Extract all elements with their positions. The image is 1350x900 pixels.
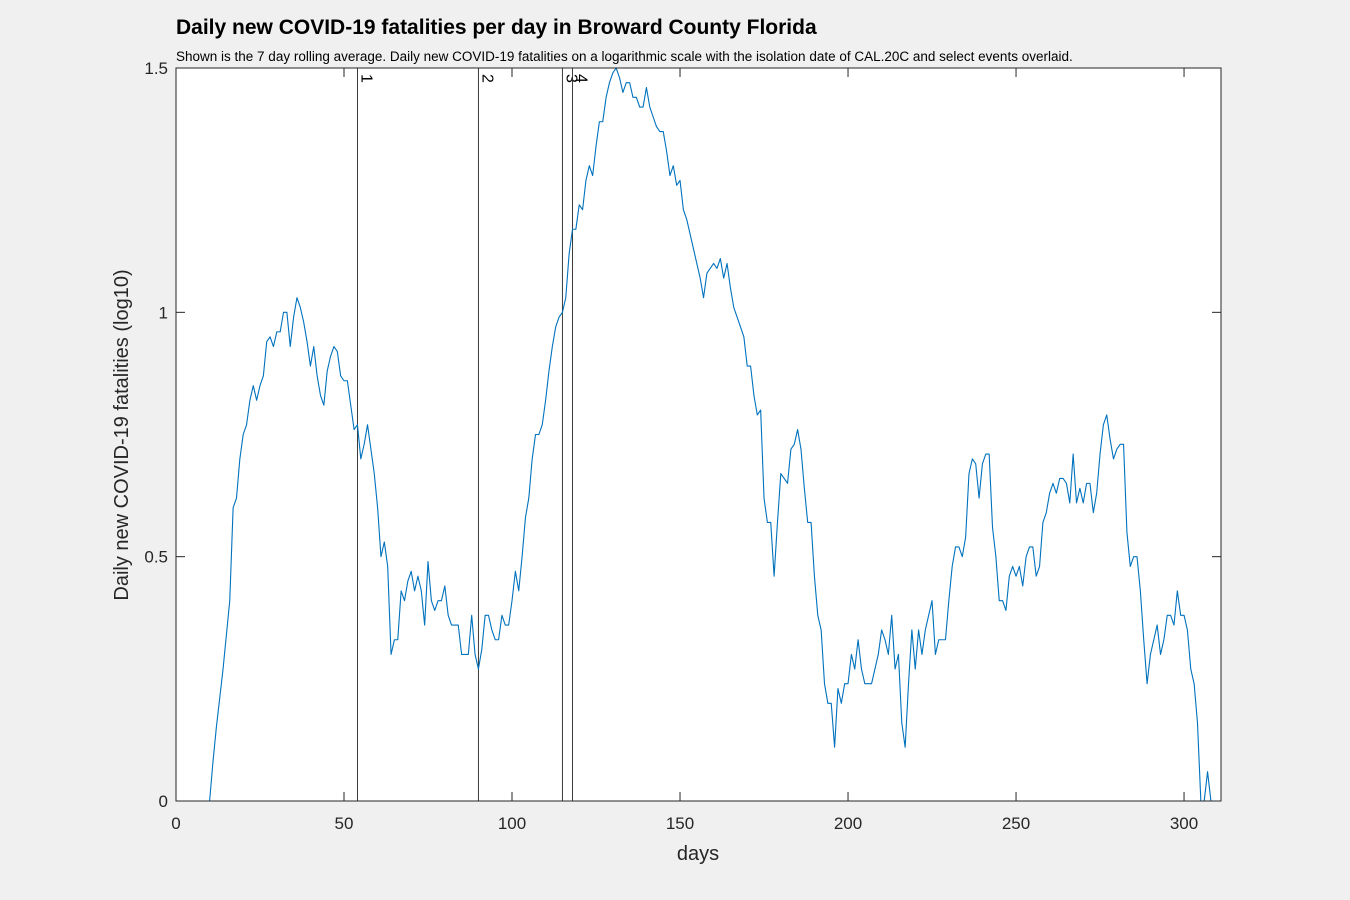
event-label-3: 3 [562, 74, 579, 83]
x-axis-label: days [677, 843, 719, 865]
x-tick-label: 150 [666, 814, 694, 833]
event-label-4: 4 [572, 74, 589, 83]
x-tick-label: 200 [834, 814, 862, 833]
plot-frame [175, 67, 1222, 802]
series-line [209, 67, 1215, 802]
x-axis-ticks: 0 50 100 150 200 250 300 [171, 68, 1198, 833]
y-tick-label: 0.5 [144, 548, 168, 567]
x-tick-label: 300 [1170, 814, 1198, 833]
plot-area [176, 68, 1221, 801]
y-axis-label: Daily new COVID-19 fatalities (log10) [111, 269, 133, 600]
y-tick-label: 0 [159, 792, 168, 811]
y-axis-ticks: 0 0.5 1 1.5 [144, 59, 1221, 811]
event-label-1: 1 [357, 74, 374, 83]
x-tick-label: 100 [498, 814, 526, 833]
chart-title: Daily new COVID-19 fatalities per day in… [176, 16, 817, 39]
event-lines: 1 2 34 [356, 68, 589, 801]
y-tick-label: 1 [159, 303, 168, 322]
x-tick-label: 0 [171, 814, 180, 833]
x-tick-label: 50 [335, 814, 354, 833]
chart-subtitle: Shown is the 7 day rolling average. Dail… [176, 49, 1073, 64]
x-tick-label: 250 [1002, 814, 1030, 833]
y-tick-label: 1.5 [144, 59, 168, 78]
event-label-2: 2 [478, 74, 495, 83]
